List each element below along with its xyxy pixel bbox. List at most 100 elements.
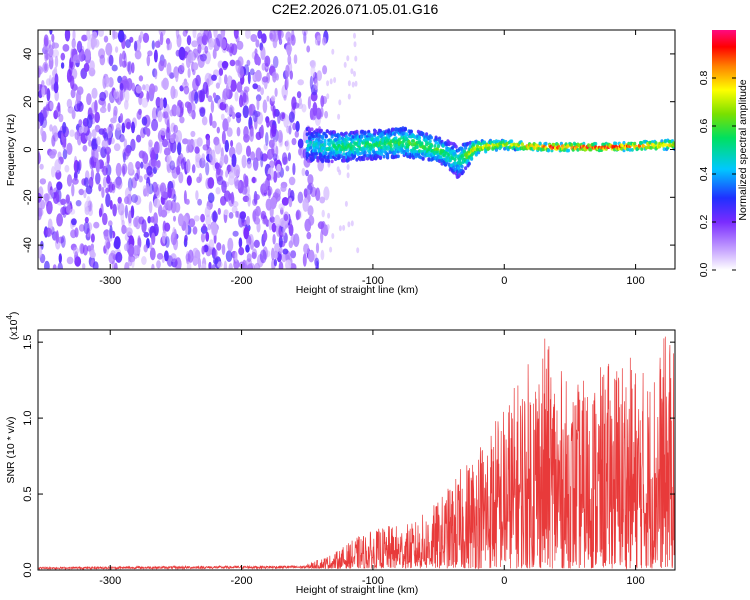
- colorbar-tick-label: 0.2: [698, 215, 710, 230]
- snr-x-tick-label: -100: [362, 575, 384, 587]
- spectrogram-cell: [211, 223, 218, 236]
- spectrogram-cell: [242, 89, 249, 103]
- spectrogram-cell: [164, 202, 170, 209]
- spectrogram-cell: [401, 143, 405, 148]
- spectrogram-cell: [307, 174, 314, 185]
- spectrogram-cell: [72, 246, 79, 256]
- spectrogram-cell: [353, 70, 356, 77]
- spectrogram-cell: [306, 159, 310, 163]
- spectrogram-cell: [217, 207, 221, 215]
- spectrogram-cell: [202, 223, 207, 231]
- spectrogram-cell: [314, 78, 319, 91]
- snr-y-exponent-close: ): [8, 312, 20, 316]
- spectrogram-cell: [153, 186, 160, 197]
- spectrogram-cell: [273, 250, 279, 260]
- spectrogram-cell: [243, 133, 250, 143]
- spectrogram-cell: [54, 159, 62, 173]
- spectrogram-cell: [94, 172, 101, 186]
- spectrogram-cell: [454, 154, 458, 159]
- spectrogram-cell: [186, 175, 192, 186]
- spectrogram-cell: [134, 172, 139, 182]
- snr-y-tick-label: 0.5: [22, 486, 34, 501]
- spectrogram-cell: [44, 49, 49, 62]
- spectrogram-cell: [251, 251, 257, 259]
- spectrogram-cell: [429, 144, 433, 149]
- spectrogram-cell: [142, 84, 146, 91]
- spectrogram-cell: [77, 54, 81, 64]
- spectrogram-cell: [434, 140, 438, 145]
- spectrogram-cell: [467, 162, 471, 166]
- spectrogram-cell: [464, 146, 468, 150]
- spectrogram-cell: [57, 102, 61, 112]
- spectrogram-cell: [246, 215, 250, 226]
- spectrogram-cell: [71, 183, 75, 197]
- spectrogram-cell: [83, 221, 90, 235]
- snr-y-exponent-base: (x10: [8, 319, 20, 340]
- spectrogram-cell: [117, 196, 122, 204]
- spectrogram-cell: [293, 54, 298, 64]
- spectrogram-cell: [356, 247, 360, 254]
- spectrogram-cell: [281, 112, 286, 120]
- spectrogram-cell: [249, 128, 255, 142]
- spectrogram-cell: [425, 140, 429, 145]
- spectrogram-cell: [197, 198, 203, 206]
- spectrogram-cell: [119, 53, 123, 68]
- spectrogram-cell: [373, 150, 377, 155]
- spectrogram-cell: [64, 30, 71, 42]
- spectrogram-cell: [143, 244, 148, 253]
- spectrogram-cell: [176, 105, 181, 118]
- spectrogram-cell: [663, 139, 668, 144]
- spectrogram-cell: [307, 96, 311, 110]
- spectrogram-cell: [544, 141, 548, 146]
- spectrogram-cell: [225, 169, 229, 178]
- spectrogram-cell: [259, 249, 267, 264]
- spectrogram-cell: [230, 79, 237, 92]
- spectrogram-cell: [103, 132, 109, 142]
- spectrogram-cell: [208, 39, 214, 50]
- spectrogram-cell: [261, 62, 266, 71]
- spectrogram-cell: [358, 151, 362, 156]
- spectrogram-cell: [201, 116, 208, 126]
- spectrogram-cell: [48, 44, 54, 58]
- spectrogram-cell: [318, 152, 322, 156]
- spectrogram-x-ticks: -300 -200 -100 0 100: [99, 30, 645, 287]
- spectrogram-cell: [91, 31, 98, 40]
- spectrogram-cell: [326, 158, 331, 163]
- spectrogram-cell: [185, 54, 191, 69]
- spectrogram-cell: [57, 262, 63, 269]
- spectrogram-cell: [116, 178, 123, 190]
- spectrogram-cell: [362, 157, 366, 162]
- spectrogram-cell: [589, 147, 593, 152]
- spectrogram-cell: [386, 147, 390, 151]
- snr-y-exponent-power: 4: [5, 315, 14, 320]
- spectrogram-cell: [216, 175, 224, 186]
- spectrogram-cell: [409, 129, 413, 134]
- spectrogram-cell: [393, 151, 397, 156]
- spectrogram-cell: [114, 262, 118, 269]
- spectrogram-cell: [317, 137, 321, 142]
- spectrogram-cell: [164, 236, 170, 248]
- spectrogram-cell: [217, 60, 224, 69]
- spectrogram-cell: [216, 242, 222, 251]
- spectrogram-cell: [269, 196, 277, 210]
- spectrogram-cell: [201, 263, 207, 269]
- spectrogram-cell: [119, 89, 123, 102]
- spectrogram-cell: [71, 109, 76, 120]
- spectrogram-cell: [231, 111, 236, 120]
- spectrogram-cell: [90, 243, 95, 250]
- spectrogram-cell: [329, 78, 333, 85]
- spectrogram-cell: [414, 152, 418, 157]
- spectrogram-cell: [170, 253, 177, 263]
- spectrogram-cell: [125, 227, 133, 237]
- spectrogram-cell: [324, 151, 328, 156]
- spectrogram-cell: [38, 245, 43, 259]
- spectrogram-cell: [238, 247, 245, 256]
- spectrogram-cell: [338, 136, 342, 141]
- spectrogram-cell: [306, 231, 312, 240]
- spectrogram-cell: [88, 140, 92, 147]
- spectrogram-cell: [285, 44, 293, 54]
- spectrogram-cell: [325, 129, 329, 134]
- spectrogram-cell: [86, 196, 91, 206]
- spectrogram-cell: [230, 140, 234, 147]
- spectrogram-cell: [127, 161, 134, 174]
